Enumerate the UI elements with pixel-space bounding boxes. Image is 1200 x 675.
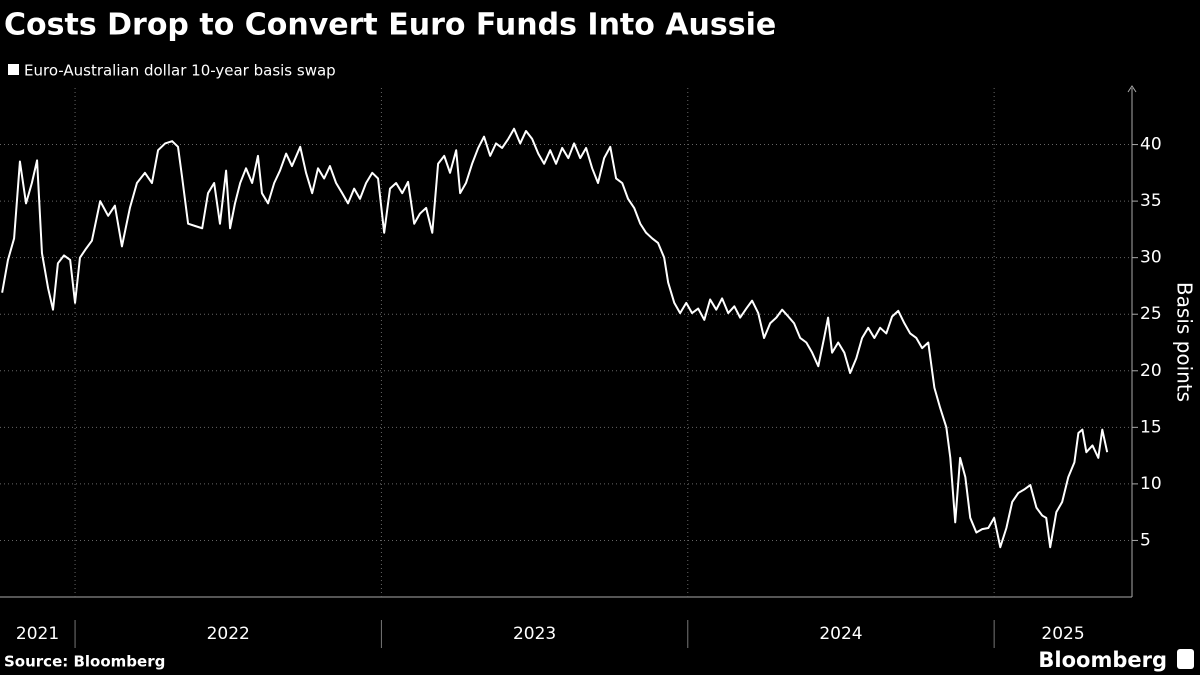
y-tick-label: 30 <box>1140 248 1162 268</box>
y-tick-label: 35 <box>1140 191 1162 211</box>
logo-icon <box>1177 649 1194 669</box>
x-tick-label: 2021 <box>16 624 59 644</box>
y-tick-label: 20 <box>1140 361 1162 381</box>
x-tick-label: 2025 <box>1041 624 1084 644</box>
x-tick-label: 2024 <box>819 624 862 644</box>
y-tick-label: 5 <box>1140 530 1151 550</box>
y-axis-label: Basis points <box>1173 282 1197 402</box>
y-tick-label: 40 <box>1140 135 1162 155</box>
chart-title: Costs Drop to Convert Euro Funds Into Au… <box>4 8 776 43</box>
x-tick-label: 2022 <box>207 624 250 644</box>
y-tick-label: 25 <box>1140 304 1162 324</box>
source: Source: Bloomberg <box>4 653 165 671</box>
logo: Bloomberg <box>1038 648 1167 672</box>
series-line <box>1 127 1109 549</box>
y-tick-label: 10 <box>1140 474 1162 494</box>
legend-label: Euro-Australian dollar 10-year basis swa… <box>24 62 336 80</box>
y-tick-label: 15 <box>1140 417 1162 437</box>
axis-arrow <box>1127 85 1137 93</box>
legend-swatch <box>8 64 19 75</box>
x-tick-label: 2023 <box>513 624 556 644</box>
